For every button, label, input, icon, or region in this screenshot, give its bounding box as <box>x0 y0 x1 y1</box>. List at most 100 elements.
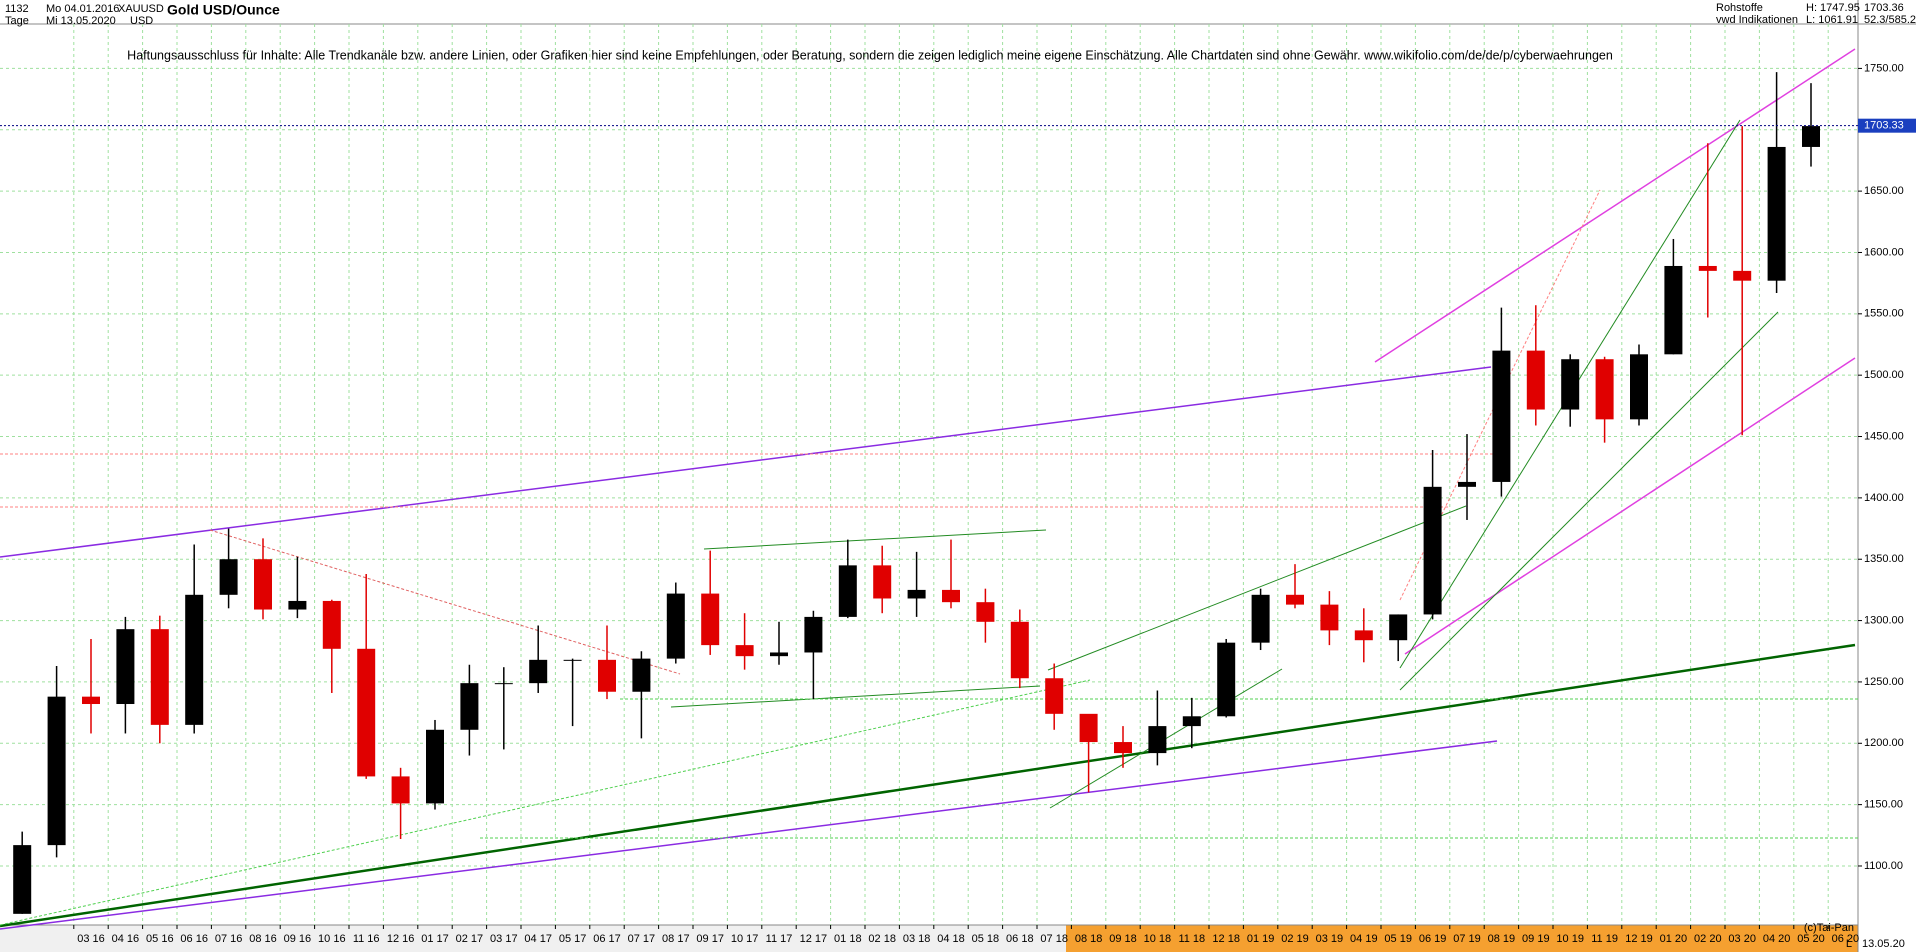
candle-body <box>357 648 376 777</box>
candle-body <box>494 683 513 685</box>
trendline <box>209 529 681 675</box>
y-tick-label: 1500.00 <box>1864 369 1904 381</box>
x-tick-label: 03 20 <box>1728 933 1756 945</box>
candle-body <box>1114 742 1132 754</box>
x-tick-label: 11 19 <box>1591 933 1618 945</box>
x-tick-label: 10 19 <box>1556 933 1584 945</box>
x-tick-label: 04 17 <box>524 933 552 945</box>
candle-body <box>735 645 754 657</box>
y-tick-label: 1400.00 <box>1864 492 1904 504</box>
trendline <box>670 685 1041 708</box>
x-tick-label: 01 18 <box>834 933 862 945</box>
trendline <box>703 529 1047 550</box>
candle-body <box>529 659 548 684</box>
footer-date: 13.05.20 <box>1862 938 1905 950</box>
trendline <box>0 366 1492 558</box>
candle-body <box>13 845 32 914</box>
candle-body <box>426 729 444 804</box>
candle-body <box>1561 359 1580 410</box>
candle-body <box>770 652 788 657</box>
candle-body <box>907 589 926 599</box>
x-tick-label: 01 17 <box>421 933 449 945</box>
candle-body <box>1251 594 1270 643</box>
candle-body <box>219 559 238 595</box>
candle-body <box>1389 614 1408 641</box>
scale-mode: L <box>1846 938 1852 950</box>
y-tick-label: 1200.00 <box>1864 737 1904 749</box>
source: vwd Indikationen <box>1716 14 1798 26</box>
low: L: 1061.91 <box>1806 14 1858 26</box>
last: 1703.36 <box>1864 2 1904 14</box>
x-tick-label: 03 17 <box>490 933 518 945</box>
last-price-label: 1703.33 <box>1864 120 1904 132</box>
candle-body <box>598 659 616 692</box>
y-tick-label: 1300.00 <box>1864 614 1904 626</box>
candle-body <box>1217 642 1236 717</box>
currency: USD <box>130 15 153 27</box>
x-tick-label: 02 17 <box>456 933 484 945</box>
y-tick-label: 1350.00 <box>1864 553 1904 565</box>
x-tick-label: 07 16 <box>215 933 243 945</box>
trendline <box>0 679 1091 926</box>
y-tick-label: 1450.00 <box>1864 430 1904 442</box>
y-tick-label: 1750.00 <box>1864 62 1904 74</box>
x-tick-label: 05 16 <box>146 933 174 945</box>
x-tick-label: 10 16 <box>318 933 346 945</box>
disclaimer: Haftungsausschluss für Inhalte: Alle Tre… <box>127 48 1613 62</box>
x-tick-label: 06 17 <box>593 933 621 945</box>
candle-body <box>460 683 479 730</box>
candle-body <box>1148 726 1167 754</box>
candle-body <box>1182 716 1201 727</box>
y-tick-label: 1100.00 <box>1864 860 1903 872</box>
candle-body <box>1286 594 1304 605</box>
y-tick-label: 1250.00 <box>1864 676 1904 688</box>
x-tick-label: 12 19 <box>1625 933 1653 945</box>
candle-body <box>1630 354 1648 420</box>
x-tick-label: 09 17 <box>696 933 724 945</box>
copyright: (c)Tai-Pan <box>1804 922 1854 934</box>
x-tick-label: 09 16 <box>284 933 312 945</box>
x-tick-label: 06 20 <box>1832 933 1860 945</box>
candle-body <box>1010 621 1029 679</box>
y-tick-label: 1550.00 <box>1864 308 1904 320</box>
last-price-box <box>1858 118 1916 133</box>
candle-body <box>873 565 892 599</box>
x-tick-label: 12 16 <box>387 933 415 945</box>
x-tick-label: 02 20 <box>1694 933 1722 945</box>
x-tick-label: 03 19 <box>1316 933 1344 945</box>
candle-body <box>1354 630 1373 641</box>
candle-body <box>1664 265 1683 355</box>
x-tick-label: 04 20 <box>1763 933 1791 945</box>
x-tick-label: 06 16 <box>180 933 208 945</box>
candles <box>13 72 1820 914</box>
x-tick-label: 04 19 <box>1350 933 1378 945</box>
x-tick-label: 11 16 <box>353 933 380 945</box>
candle-body <box>804 616 823 653</box>
x-tick-label: 01 19 <box>1247 933 1275 945</box>
candle-body <box>47 696 66 846</box>
x-tick-label: 12 18 <box>1212 933 1240 945</box>
candle-body <box>288 600 307 610</box>
candle-body <box>563 659 582 661</box>
x-tick-label: 08 17 <box>662 933 690 945</box>
candle-body <box>701 593 720 646</box>
trendlines <box>0 48 1858 930</box>
candle-body <box>1733 270 1752 281</box>
x-tick-label: 11 17 <box>766 933 793 945</box>
x-tick-label: 07 19 <box>1453 933 1481 945</box>
x-tick-label: 02 18 <box>868 933 896 945</box>
candle-body <box>632 658 651 692</box>
candle-body <box>150 629 169 725</box>
x-tick-label: 07 18 <box>1040 933 1068 945</box>
x-tick-label: 04 18 <box>937 933 965 945</box>
chart-title: Gold USD/Ounce <box>167 2 280 18</box>
trendline <box>1047 505 1467 671</box>
candle-body <box>322 600 341 649</box>
candle-body <box>666 593 685 659</box>
y-tick-label: 1600.00 <box>1864 246 1904 258</box>
trendline <box>0 740 1498 930</box>
x-tick-label: 08 18 <box>1075 933 1103 945</box>
x-tick-label: 10 17 <box>731 933 759 945</box>
candle-body <box>185 594 204 725</box>
